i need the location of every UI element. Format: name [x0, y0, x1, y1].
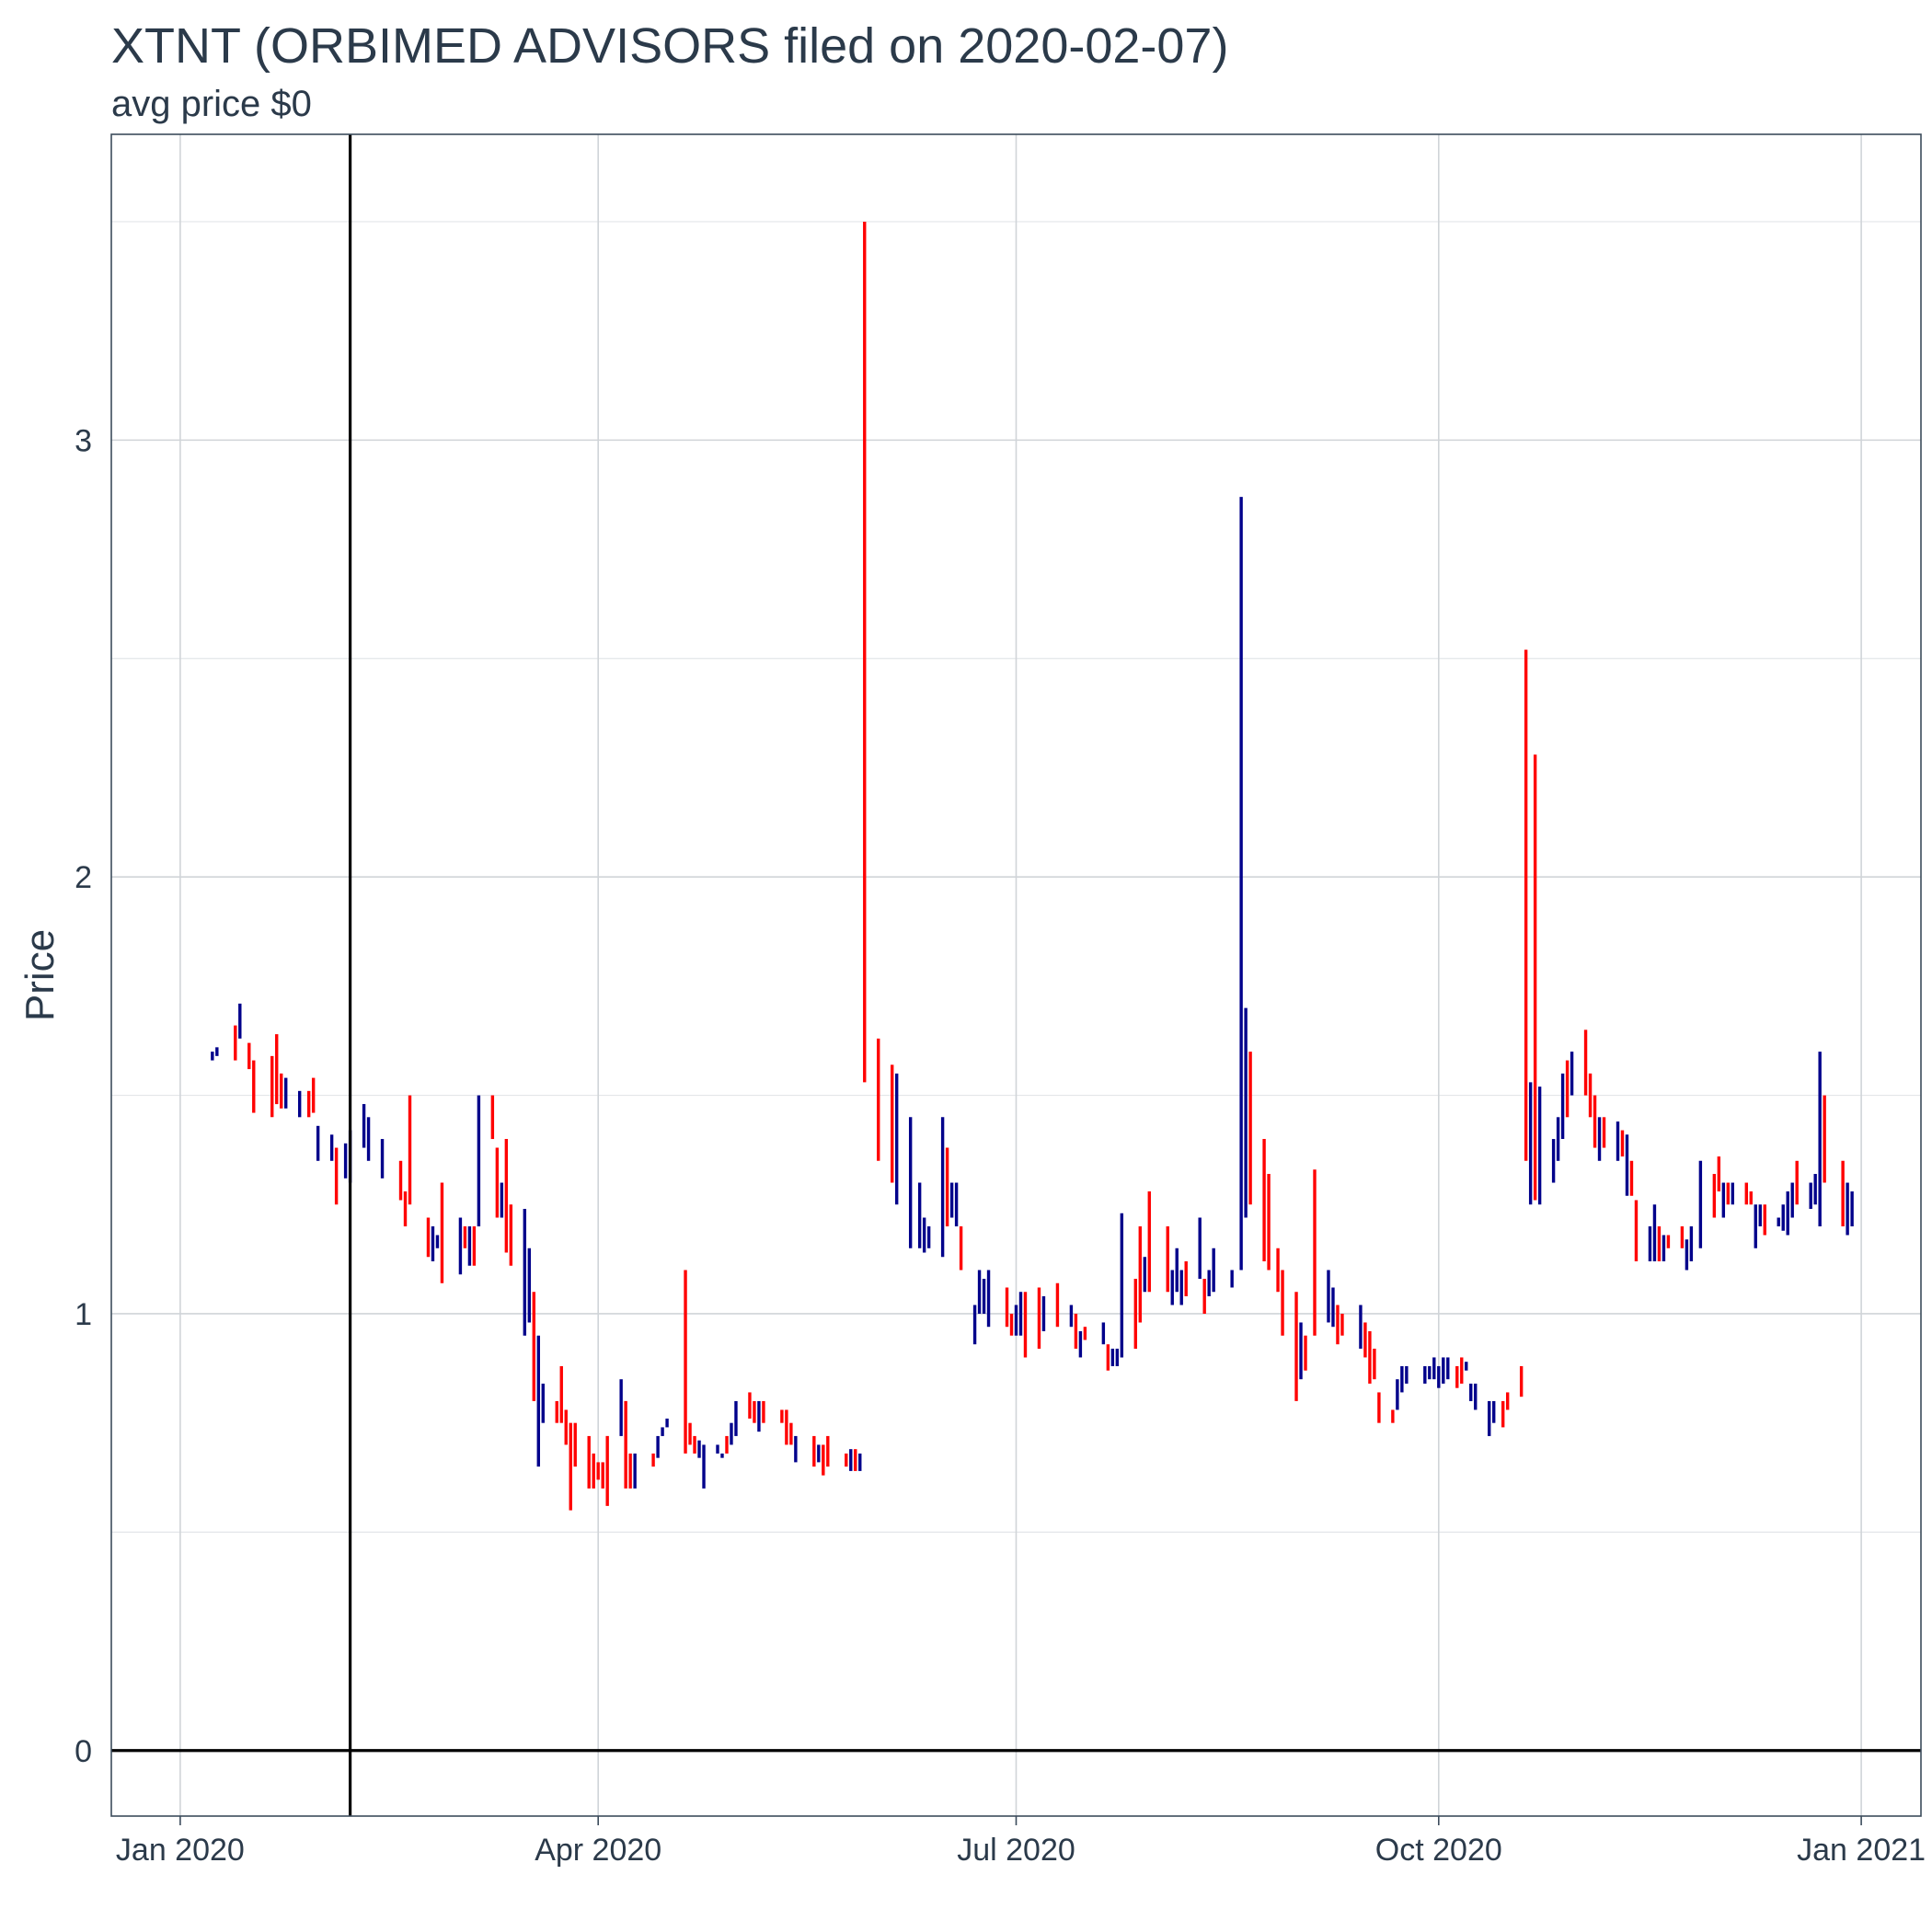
y-axis-ticks: 0 1 2 3 — [75, 423, 92, 1768]
chart-subtitle: avg price $0 — [111, 84, 312, 124]
x-tick-label: Jan 2020 — [116, 1833, 245, 1868]
chart-title: XTNT (ORBIMED ADVISORS filed on 2020-02-… — [111, 18, 1228, 74]
y-tick-label: 1 — [75, 1297, 92, 1332]
x-axis-ticks: Jan 2020 Apr 2020 Jul 2020 Oct 2020 Jan 2021 — [116, 1816, 1926, 1868]
x-tick-label: Oct 2020 — [1375, 1833, 1502, 1868]
y-tick-label: 0 — [75, 1734, 92, 1769]
grid-lines — [111, 134, 1921, 1816]
x-tick-label: Apr 2020 — [535, 1833, 661, 1868]
y-tick-label: 3 — [75, 423, 92, 458]
price-bars — [211, 221, 1854, 1511]
y-tick-label: 2 — [75, 860, 92, 895]
y-axis-label: Price — [17, 929, 63, 1021]
x-tick-label: Jul 2020 — [957, 1833, 1075, 1868]
x-tick-label: Jan 2021 — [1797, 1833, 1926, 1868]
reference-lines — [111, 134, 1921, 1816]
